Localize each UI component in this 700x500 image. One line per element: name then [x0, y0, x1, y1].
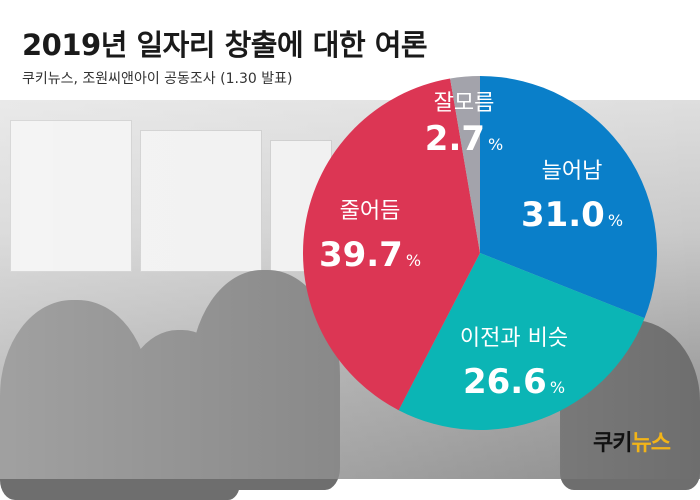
slice-label: 줄어듬 — [340, 199, 401, 224]
chart-title: 2019년 일자리 창출에 대한 여론 — [22, 28, 428, 62]
pie-slice — [450, 76, 480, 253]
pie-slice — [398, 253, 645, 431]
slice-label: 잘모름 — [434, 91, 495, 116]
logo-text: 쿠키 — [593, 431, 632, 456]
chart-source: 쿠키뉴스, 조원씨앤아이 공동조사 (1.30 발표) — [22, 71, 293, 87]
slice-label: 이전과 비슷 — [460, 326, 568, 351]
logo-accent-text: 뉴스 — [631, 431, 671, 456]
job-board — [10, 120, 132, 272]
slice-label: 늘어남 — [542, 159, 603, 184]
job-board — [140, 130, 262, 272]
pie-slice — [302, 78, 480, 411]
pie-slice — [480, 76, 658, 319]
brand-logo: 쿠키뉴스 — [593, 425, 671, 457]
